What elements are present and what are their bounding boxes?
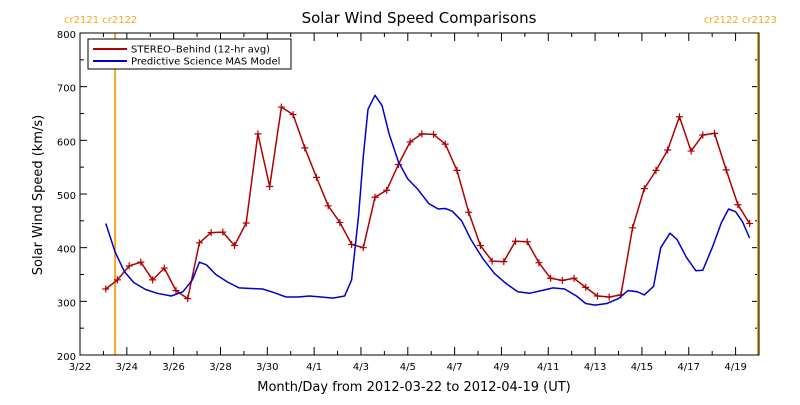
stereo-data-point: [664, 146, 672, 154]
stereo-data-point: [746, 220, 754, 228]
stereo-data-point: [593, 292, 601, 300]
rotation-label: cr2121 cr2122: [64, 15, 137, 26]
rotation-label: cr2122 cr2123: [704, 15, 777, 26]
y-tick-label: 200: [57, 352, 76, 363]
stereo-data-point: [441, 140, 449, 148]
legend-box: [87, 38, 292, 70]
x-tick-label: 3/24: [116, 362, 138, 373]
stereo-data-point: [113, 276, 121, 284]
model-series-line: [105, 94, 751, 306]
stereo-data-point: [722, 166, 730, 174]
stereo-data-point: [605, 293, 613, 301]
x-tick-label: 3/26: [162, 362, 184, 373]
stereo-data-point: [195, 239, 203, 247]
x-tick-label: 4/5: [400, 362, 416, 373]
x-tick-label: 4/15: [631, 362, 653, 373]
legend-label-stereo: STEREO–Behind (12-hr avg): [131, 45, 270, 56]
chart-title: Solar Wind Speed Comparisons: [302, 9, 537, 27]
plot-frame: [79, 32, 760, 356]
stereo-data-point: [277, 103, 285, 111]
stereo-data-point: [324, 202, 332, 210]
x-tick-label: 4/1: [306, 362, 322, 373]
stereo-data-point: [160, 264, 168, 272]
y-tick-label: 600: [57, 137, 76, 148]
stereo-data-point: [675, 113, 683, 121]
stereo-data-point: [371, 193, 379, 201]
stereo-data-point: [254, 130, 262, 138]
stereo-data-point: [430, 130, 438, 138]
x-tick-label: 4/7: [447, 362, 463, 373]
stereo-data-point: [184, 295, 192, 303]
stereo-data-point: [266, 182, 274, 190]
stereo-data-point: [383, 186, 391, 194]
stereo-data-point: [336, 218, 344, 226]
stereo-data-point: [312, 173, 320, 181]
stereo-data-point: [348, 240, 356, 248]
stereo-data-point: [687, 147, 695, 155]
stereo-data-point: [418, 130, 426, 138]
stereo-data-point: [102, 285, 110, 293]
stereo-data-point: [289, 111, 297, 119]
y-tick-label: 700: [57, 84, 76, 95]
stereo-data-point: [242, 219, 250, 227]
stereo-data-point: [570, 274, 578, 282]
x-tick-label: 4/3: [353, 362, 369, 373]
stereo-data-point: [582, 283, 590, 291]
stereo-data-point: [699, 131, 707, 139]
y-tick-label: 300: [57, 298, 76, 309]
stereo-data-point: [558, 276, 566, 284]
x-tick-label: 4/19: [724, 362, 746, 373]
x-tick-label: 4/17: [678, 362, 700, 373]
stereo-data-point: [488, 257, 496, 265]
stereo-data-point: [711, 129, 719, 137]
stereo-data-point: [406, 138, 414, 146]
x-tick-label: 4/9: [493, 362, 509, 373]
plot-layer: 200 300 400 500 600 700 800 3/22 3/24 3/26 3/28 3/3…: [57, 15, 777, 373]
stereo-data-point: [640, 185, 648, 193]
stereo-data-point: [301, 144, 309, 152]
stereo-data-point: [207, 229, 215, 237]
stereo-data-point: [547, 274, 555, 282]
x-tick-label: 4/11: [537, 362, 559, 373]
stereo-data-point: [523, 238, 531, 246]
stereo-data-point: [172, 287, 180, 295]
stereo-data-point: [511, 237, 519, 245]
stereo-data-point: [149, 276, 157, 284]
stereo-data-point: [734, 201, 742, 209]
stereo-data-point: [231, 242, 239, 250]
stereo-data-point: [465, 208, 473, 216]
stereo-data-point: [500, 258, 508, 266]
stereo-data-point: [453, 166, 461, 174]
stereo-data-point: [476, 242, 484, 250]
y-tick-label: 400: [57, 245, 76, 256]
stereo-data-point: [535, 259, 543, 267]
stereo-data-point: [219, 228, 227, 236]
stereo-data-point: [629, 224, 637, 232]
y-tick-label: 800: [57, 30, 76, 41]
y-tick-label: 500: [57, 191, 76, 202]
x-tick-label: 3/22: [69, 362, 91, 373]
stereo-data-point: [137, 258, 145, 266]
stereo-data-point: [125, 262, 133, 270]
x-tick-label: 3/30: [256, 362, 278, 373]
x-tick-label: 4/13: [584, 362, 606, 373]
x-axis-label: Month/Day from 2012-03-22 to 2012-04-19 …: [257, 380, 570, 395]
stereo-data-point: [652, 166, 660, 174]
legend-label-model: Predictive Science MAS Model: [131, 57, 280, 68]
y-axis-label: Solar Wind Speed (km/s): [31, 115, 46, 275]
x-tick-label: 3/28: [209, 362, 231, 373]
stereo-data-point: [359, 244, 367, 252]
